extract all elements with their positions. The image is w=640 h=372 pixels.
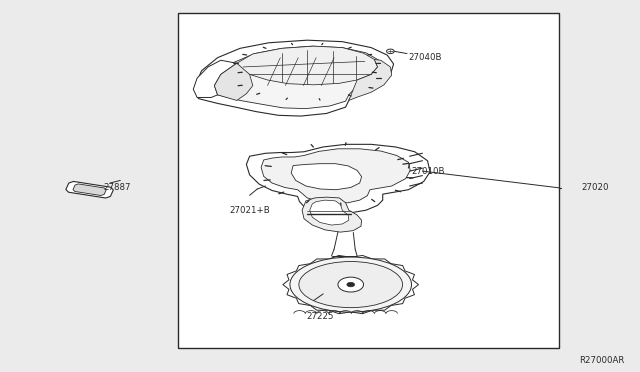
Polygon shape <box>73 184 106 196</box>
Polygon shape <box>237 46 378 85</box>
Circle shape <box>347 282 355 287</box>
Bar <box>178 13 559 348</box>
Polygon shape <box>214 63 253 100</box>
Polygon shape <box>291 164 362 190</box>
Polygon shape <box>66 182 113 198</box>
Text: 27010B: 27010B <box>411 167 444 176</box>
Polygon shape <box>302 197 362 232</box>
Polygon shape <box>193 60 237 97</box>
Circle shape <box>387 49 394 54</box>
Circle shape <box>338 277 364 292</box>
Polygon shape <box>212 46 383 109</box>
Polygon shape <box>283 256 419 314</box>
Text: 27040B: 27040B <box>408 53 442 62</box>
Ellipse shape <box>299 262 403 308</box>
Polygon shape <box>310 200 349 225</box>
Polygon shape <box>195 40 394 116</box>
Text: 27225: 27225 <box>306 312 333 321</box>
Text: R27000AR: R27000AR <box>579 356 624 365</box>
Text: 27020: 27020 <box>581 183 609 192</box>
Text: 27887: 27887 <box>104 183 131 192</box>
Text: 27021+B: 27021+B <box>229 206 270 215</box>
Polygon shape <box>246 144 430 213</box>
Polygon shape <box>349 60 392 100</box>
Polygon shape <box>261 149 410 203</box>
Ellipse shape <box>290 257 412 312</box>
